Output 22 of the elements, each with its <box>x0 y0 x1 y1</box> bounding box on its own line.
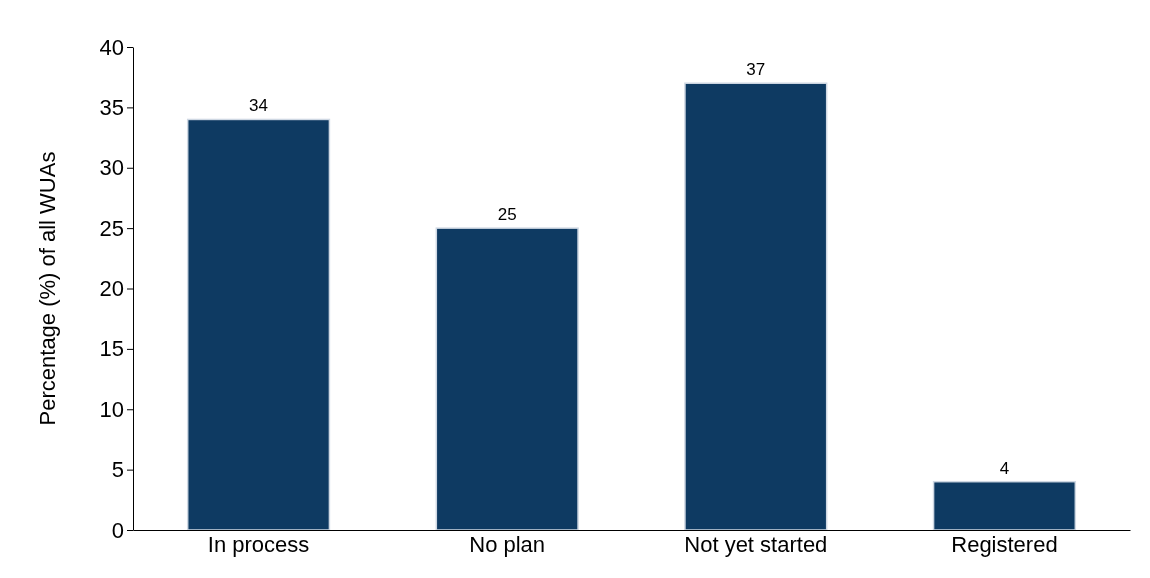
y-tick-label: 35 <box>99 94 124 120</box>
bar <box>186 118 331 531</box>
y-tick-label: 25 <box>99 215 124 241</box>
y-tick-label: 30 <box>99 155 124 181</box>
x-tick-label: In process <box>207 532 310 558</box>
x-tick-label: Registered <box>951 532 1058 558</box>
data-label: 25 <box>497 205 517 225</box>
y-tick-label: 0 <box>111 517 124 543</box>
bar <box>435 227 579 531</box>
y-tick-label: 15 <box>99 336 124 362</box>
y-tick-label: 20 <box>99 276 124 302</box>
data-label: 37 <box>746 60 766 80</box>
bar <box>684 82 828 531</box>
y-tick-label: 10 <box>99 396 124 422</box>
bar <box>932 480 1077 531</box>
data-label: 34 <box>249 96 269 116</box>
data-label: 4 <box>999 458 1010 478</box>
x-tick-label: Not yet started <box>684 532 828 558</box>
y-axis-title: Percentage (%) of all WUAs <box>35 151 60 426</box>
x-tick-label: No plan <box>469 532 546 558</box>
y-tick-label: 5 <box>111 457 124 483</box>
y-tick-label: 40 <box>99 34 124 60</box>
